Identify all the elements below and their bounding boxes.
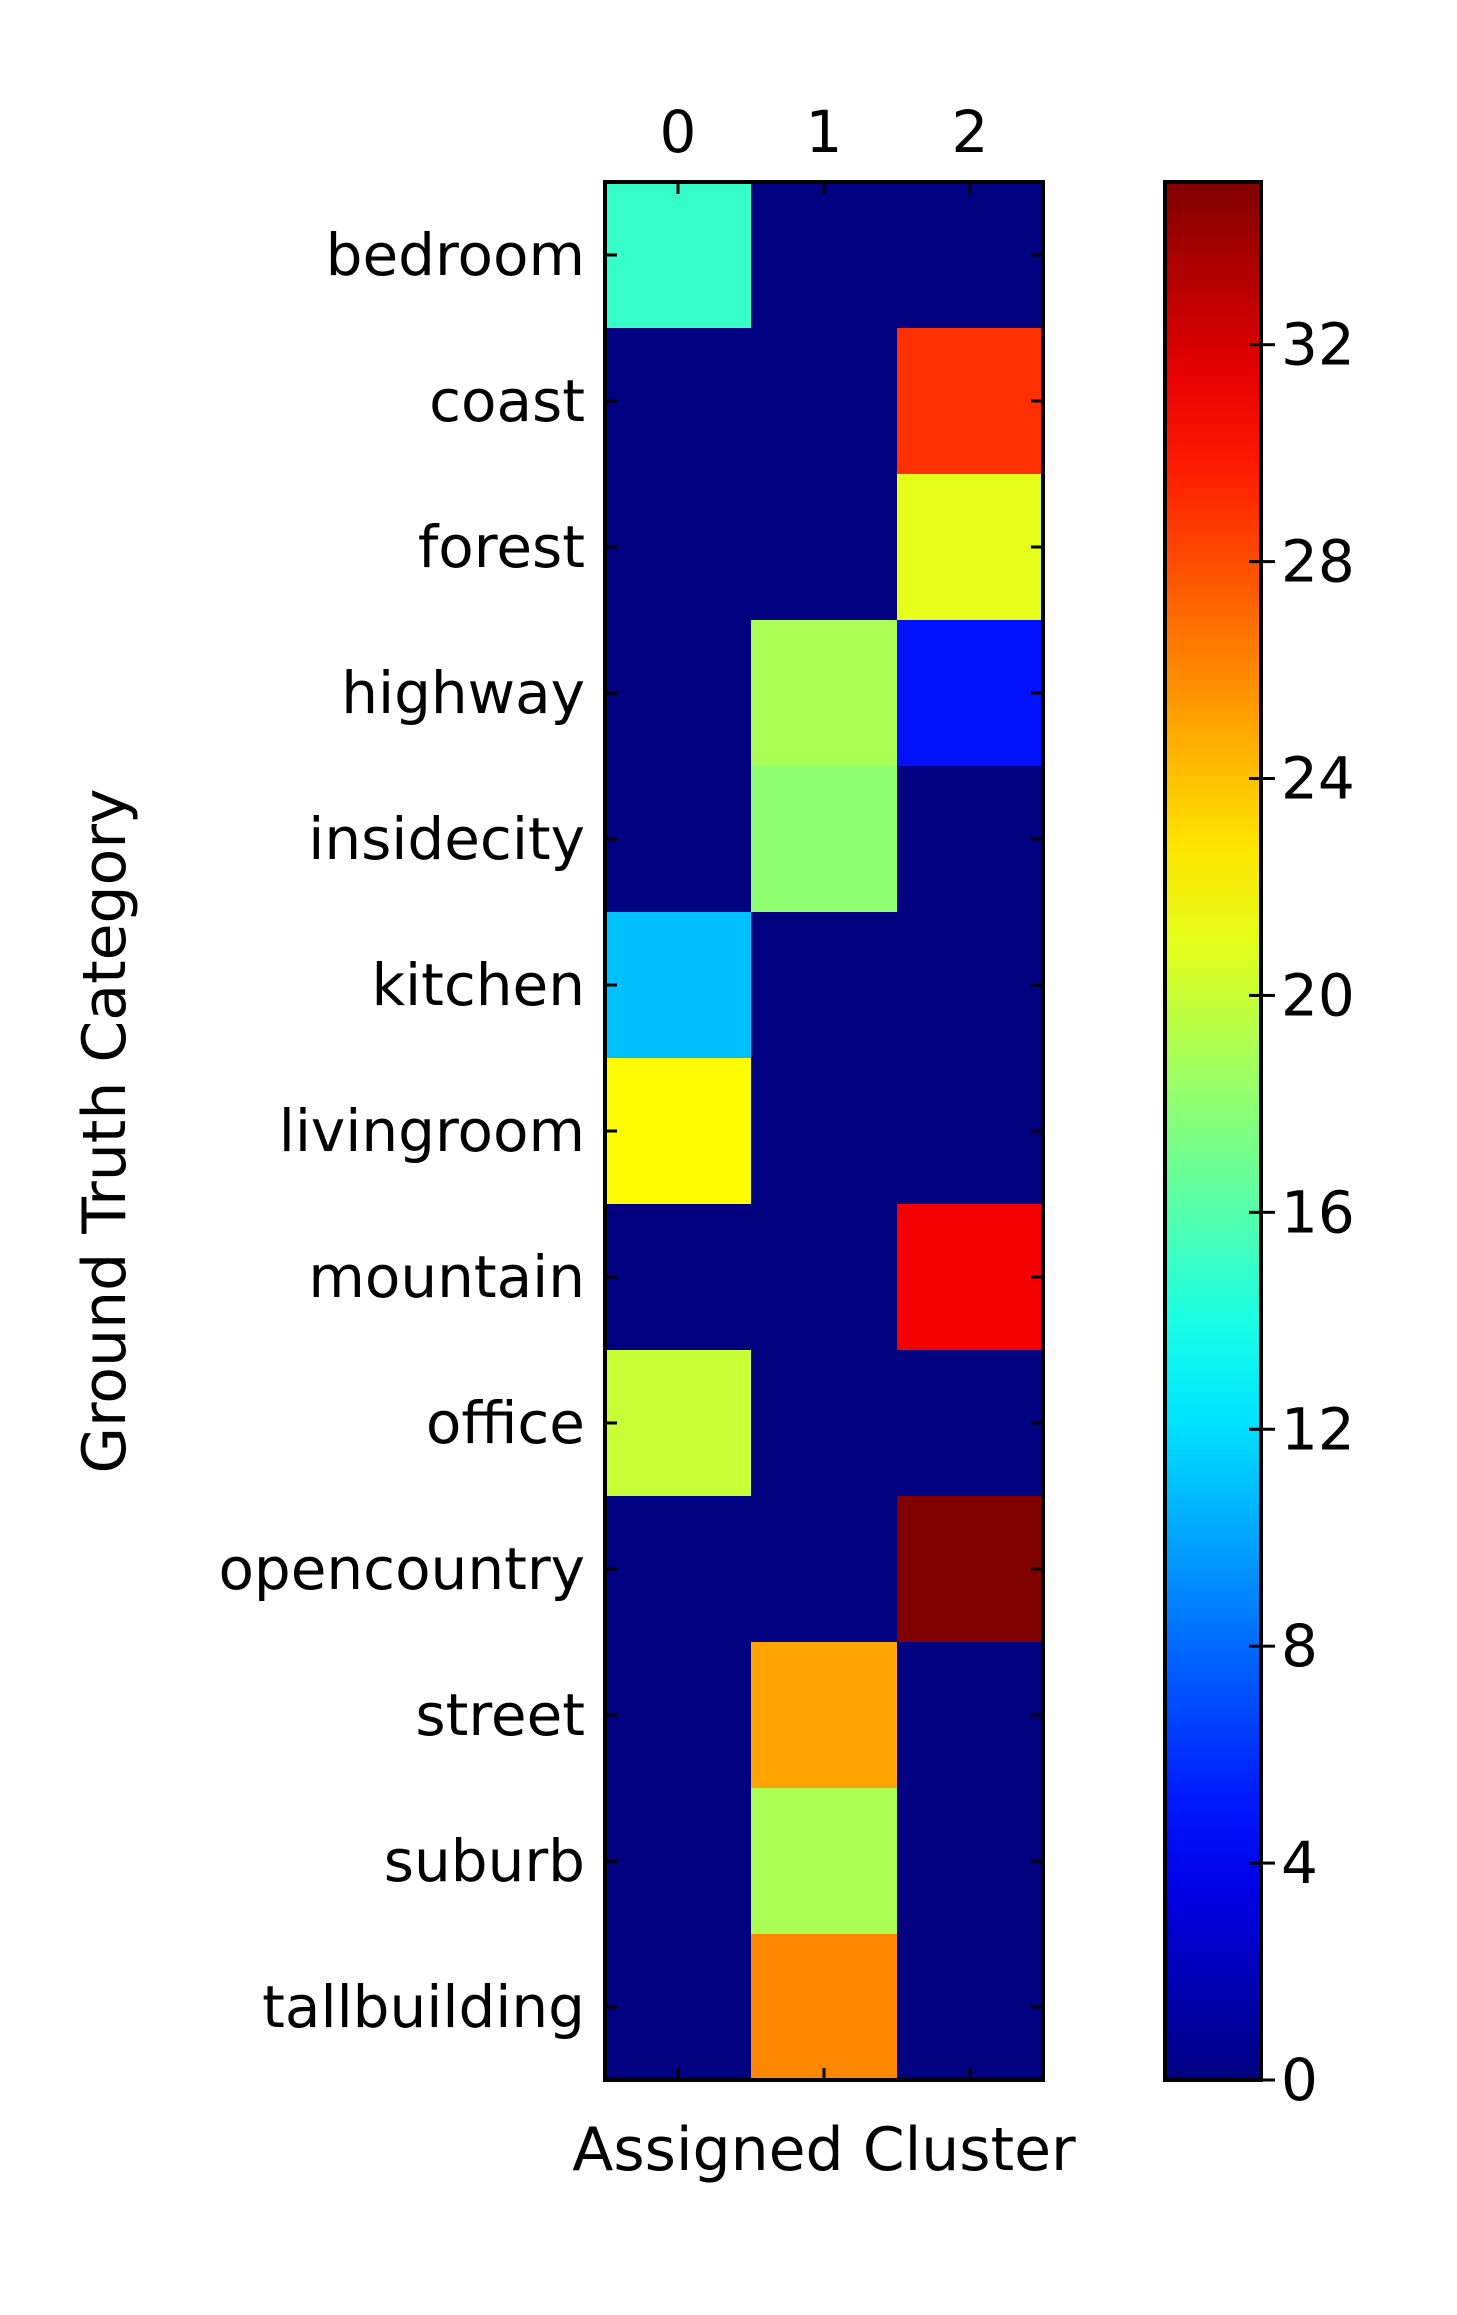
y-tick-label: coast bbox=[429, 367, 585, 435]
heatmap-cell bbox=[751, 766, 898, 913]
heatmap-cell bbox=[751, 1204, 898, 1351]
heatmap-cell bbox=[605, 1642, 752, 1789]
heatmap-cell bbox=[897, 1934, 1044, 2081]
colorbar-frame bbox=[1163, 180, 1263, 2082]
heatmap-cell bbox=[605, 1788, 752, 1935]
colorbar bbox=[1165, 182, 1261, 2080]
heatmap-cell bbox=[897, 182, 1044, 329]
heatmap-cell bbox=[751, 328, 898, 475]
heatmap-cell bbox=[897, 1350, 1044, 1497]
colorbar-tick-label: 16 bbox=[1281, 1178, 1355, 1246]
y-tick-label: tallbuilding bbox=[262, 1973, 585, 2041]
heatmap-cell bbox=[751, 1642, 898, 1789]
colorbar-tick-label: 32 bbox=[1281, 311, 1355, 379]
y-axis-ticks: bedroom coast forest highway insidecity kitch… bbox=[218, 221, 1043, 2041]
heatmap-cell bbox=[751, 1496, 898, 1643]
y-tick-label: opencountry bbox=[218, 1535, 585, 1603]
x-tick-label: 2 bbox=[952, 98, 989, 166]
heatmap-cell bbox=[897, 1058, 1044, 1205]
y-tick-label: livingroom bbox=[279, 1097, 585, 1165]
heatmap-cells bbox=[605, 182, 1044, 2081]
y-tick-label: mountain bbox=[308, 1243, 585, 1311]
heatmap-cell bbox=[605, 912, 752, 1059]
colorbar-ticks: 0 4 8 12 16 20 24 28 32 bbox=[1249, 311, 1355, 2114]
y-tick-label: kitchen bbox=[371, 951, 585, 1019]
heatmap-cell bbox=[605, 1350, 752, 1497]
x-tick-label: 1 bbox=[806, 98, 843, 166]
heatmap-cell bbox=[605, 1934, 752, 2081]
heatmap-cell bbox=[605, 766, 752, 913]
y-tick-label: insidecity bbox=[308, 805, 585, 873]
heatmap-cell bbox=[897, 328, 1044, 475]
heatmap-cell bbox=[897, 474, 1044, 621]
heatmap-cell bbox=[897, 1642, 1044, 1789]
heatmap-cell bbox=[605, 474, 752, 621]
heatmap-cell bbox=[897, 620, 1044, 767]
x-axis-title: Assigned Cluster bbox=[572, 2115, 1076, 2185]
heatmap-cell bbox=[605, 182, 752, 329]
heatmap-cell bbox=[751, 912, 898, 1059]
x-tick-label: 0 bbox=[660, 98, 697, 166]
heatmap-cell bbox=[897, 1204, 1044, 1351]
colorbar-tick-label: 28 bbox=[1281, 528, 1355, 596]
heatmap-cell bbox=[751, 1058, 898, 1205]
heatmap-cell bbox=[751, 182, 898, 329]
colorbar-tick-label: 20 bbox=[1281, 961, 1355, 1029]
heatmap-cell bbox=[605, 1496, 752, 1643]
y-axis-title: Ground Truth Category bbox=[70, 789, 140, 1474]
heatmap-cell bbox=[605, 620, 752, 767]
y-tick-label: office bbox=[426, 1389, 585, 1457]
x-axis-ticks: 0 1 2 bbox=[660, 98, 989, 2080]
y-tick-label: bedroom bbox=[326, 221, 585, 289]
colorbar-tick-label: 12 bbox=[1281, 1395, 1355, 1463]
heatmap-cell bbox=[605, 1204, 752, 1351]
heatmap-cell bbox=[751, 1934, 898, 2081]
heatmap-cell bbox=[751, 1788, 898, 1935]
colorbar-tick-label: 24 bbox=[1281, 745, 1355, 813]
y-tick-label: forest bbox=[418, 513, 585, 581]
heatmap-cell bbox=[605, 1058, 752, 1205]
heatmap-cell bbox=[897, 912, 1044, 1059]
heatmap-cell bbox=[605, 328, 752, 475]
colorbar-tick-label: 0 bbox=[1281, 2046, 1318, 2114]
y-tick-label: street bbox=[415, 1681, 585, 1749]
colorbar-tick-label: 4 bbox=[1281, 1829, 1318, 1897]
heatmap-cell bbox=[897, 1496, 1044, 1643]
heatmap-cell bbox=[897, 1788, 1044, 1935]
heatmap-cell bbox=[751, 1350, 898, 1497]
heatmap-cell bbox=[751, 474, 898, 621]
y-tick-label: suburb bbox=[384, 1827, 585, 1895]
colorbar-tick-label: 8 bbox=[1281, 1612, 1318, 1680]
heatmap-cell bbox=[897, 766, 1044, 913]
y-tick-label: highway bbox=[341, 659, 585, 727]
heatmap-cell bbox=[751, 620, 898, 767]
